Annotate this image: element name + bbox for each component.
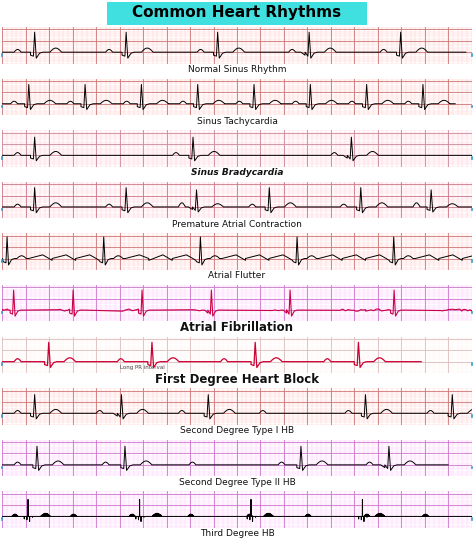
Text: First Degree Heart Block: First Degree Heart Block [155, 372, 319, 386]
Text: Second Degree Type I HB: Second Degree Type I HB [180, 426, 294, 435]
Bar [107, 2, 367, 25]
Text: Long PR interval: Long PR interval [119, 365, 164, 370]
Text: Premature Atrial Contraction: Premature Atrial Contraction [172, 220, 302, 229]
Text: Common Heart Rhythms: Common Heart Rhythms [132, 5, 342, 20]
Text: Second Degree Type II HB: Second Degree Type II HB [179, 478, 295, 487]
Text: Atrial Fibrillation: Atrial Fibrillation [181, 321, 293, 334]
Text: Atrial Flutter: Atrial Flutter [209, 272, 265, 280]
Text: Third Degree HB: Third Degree HB [200, 529, 274, 538]
Text: Sinus Tachycardia: Sinus Tachycardia [197, 117, 277, 125]
Text: Normal Sinus Rhythm: Normal Sinus Rhythm [188, 65, 286, 74]
Text: Sinus Bradycardia: Sinus Bradycardia [191, 168, 283, 177]
